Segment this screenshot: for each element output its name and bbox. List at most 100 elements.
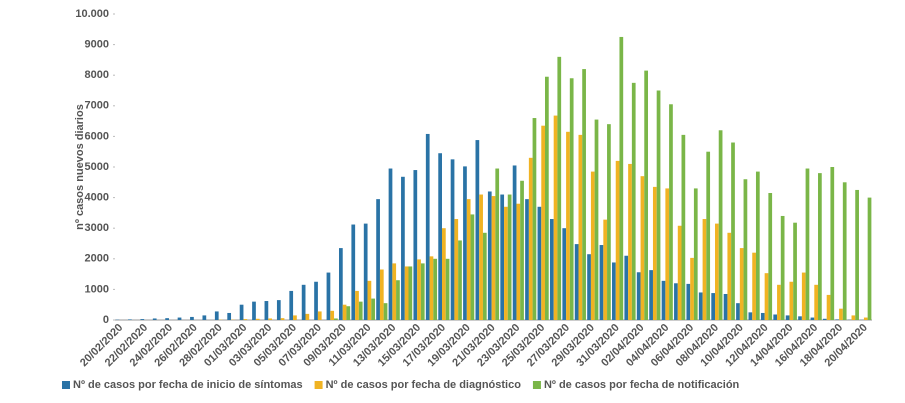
- bar: [376, 199, 380, 320]
- bar: [520, 180, 524, 320]
- bar: [338, 248, 343, 320]
- bar: [401, 176, 405, 320]
- y-tick-label: 9000: [85, 39, 109, 51]
- legend-swatch: [62, 381, 70, 389]
- legend-label: Nº de casos por fecha de diagnóstico: [326, 379, 522, 391]
- bar: [562, 228, 567, 320]
- bar: [636, 272, 641, 320]
- bar: [867, 197, 872, 320]
- y-tick-label: 0: [103, 314, 109, 326]
- bar: [805, 168, 810, 320]
- bar: [835, 319, 840, 320]
- bar: [599, 245, 604, 320]
- bar: [305, 313, 310, 320]
- bar: [470, 214, 475, 320]
- bar: [748, 312, 753, 320]
- bar: [549, 219, 554, 320]
- bar: [388, 168, 393, 320]
- bar: [243, 319, 248, 320]
- bar: [537, 206, 542, 320]
- bar: [780, 215, 785, 320]
- bar: [681, 134, 686, 320]
- bar: [569, 78, 574, 320]
- bar: [686, 283, 691, 320]
- bar: [810, 317, 815, 320]
- bar: [383, 303, 388, 320]
- bar: [379, 269, 384, 320]
- bar: [615, 160, 620, 320]
- y-tick-label: 6000: [85, 130, 109, 142]
- bar: [351, 224, 356, 320]
- bar: [789, 281, 794, 320]
- bar: [702, 219, 707, 320]
- bar: [842, 182, 847, 320]
- bar: [202, 315, 207, 320]
- bar: [839, 308, 843, 320]
- bar: [301, 284, 306, 320]
- bar: [280, 318, 285, 320]
- bar: [479, 194, 483, 320]
- bar: [801, 272, 806, 320]
- bar: [363, 223, 368, 320]
- bar: [743, 179, 748, 320]
- bar: [619, 36, 624, 320]
- bar: [392, 263, 397, 320]
- bar: [433, 258, 438, 320]
- bar: [624, 255, 629, 320]
- bar: [334, 318, 338, 320]
- bar: [512, 165, 517, 320]
- bar: [128, 319, 132, 320]
- legend-label: Nº de casos por fecha de notificación: [544, 379, 740, 391]
- bar: [723, 293, 728, 320]
- bar: [500, 194, 505, 320]
- bar: [553, 115, 558, 320]
- bar: [594, 119, 599, 320]
- y-tick-label: 5000: [85, 161, 109, 173]
- bar: [408, 266, 413, 320]
- bar: [665, 188, 670, 320]
- bar: [706, 151, 711, 320]
- bar: [463, 166, 467, 320]
- bar: [532, 118, 537, 320]
- bar: [355, 290, 359, 320]
- bar: [413, 170, 418, 320]
- bar: [715, 223, 719, 320]
- bar: [293, 315, 297, 320]
- bar: [718, 130, 723, 320]
- bar: [152, 318, 157, 320]
- bar: [607, 124, 611, 320]
- bar: [768, 193, 773, 320]
- bar: [566, 131, 570, 320]
- bar: [528, 157, 533, 320]
- bar: [773, 314, 778, 320]
- bar: [276, 300, 281, 320]
- bar: [818, 173, 822, 320]
- bar: [458, 240, 462, 320]
- bar: [252, 301, 256, 320]
- bar: [504, 206, 508, 320]
- bar: [487, 191, 492, 320]
- y-tick-label: 2000: [85, 253, 109, 265]
- bar: [557, 56, 562, 321]
- bar: [177, 317, 182, 320]
- bar: [450, 159, 455, 320]
- bar: [165, 318, 169, 320]
- bar: [661, 280, 666, 320]
- bar: [693, 188, 698, 320]
- bar: [358, 301, 363, 320]
- y-tick-label: 4000: [85, 192, 109, 204]
- bar: [255, 318, 260, 320]
- bar: [677, 225, 682, 320]
- bar: [404, 266, 409, 320]
- bar: [855, 189, 859, 320]
- bar: [582, 69, 586, 320]
- bar: [793, 222, 797, 320]
- bar: [851, 315, 856, 320]
- bar: [690, 257, 694, 320]
- bar: [371, 298, 375, 320]
- bar: [698, 292, 703, 320]
- y-tick-label: 1000: [85, 283, 109, 295]
- bar: [438, 153, 442, 320]
- legend-swatch: [314, 381, 323, 389]
